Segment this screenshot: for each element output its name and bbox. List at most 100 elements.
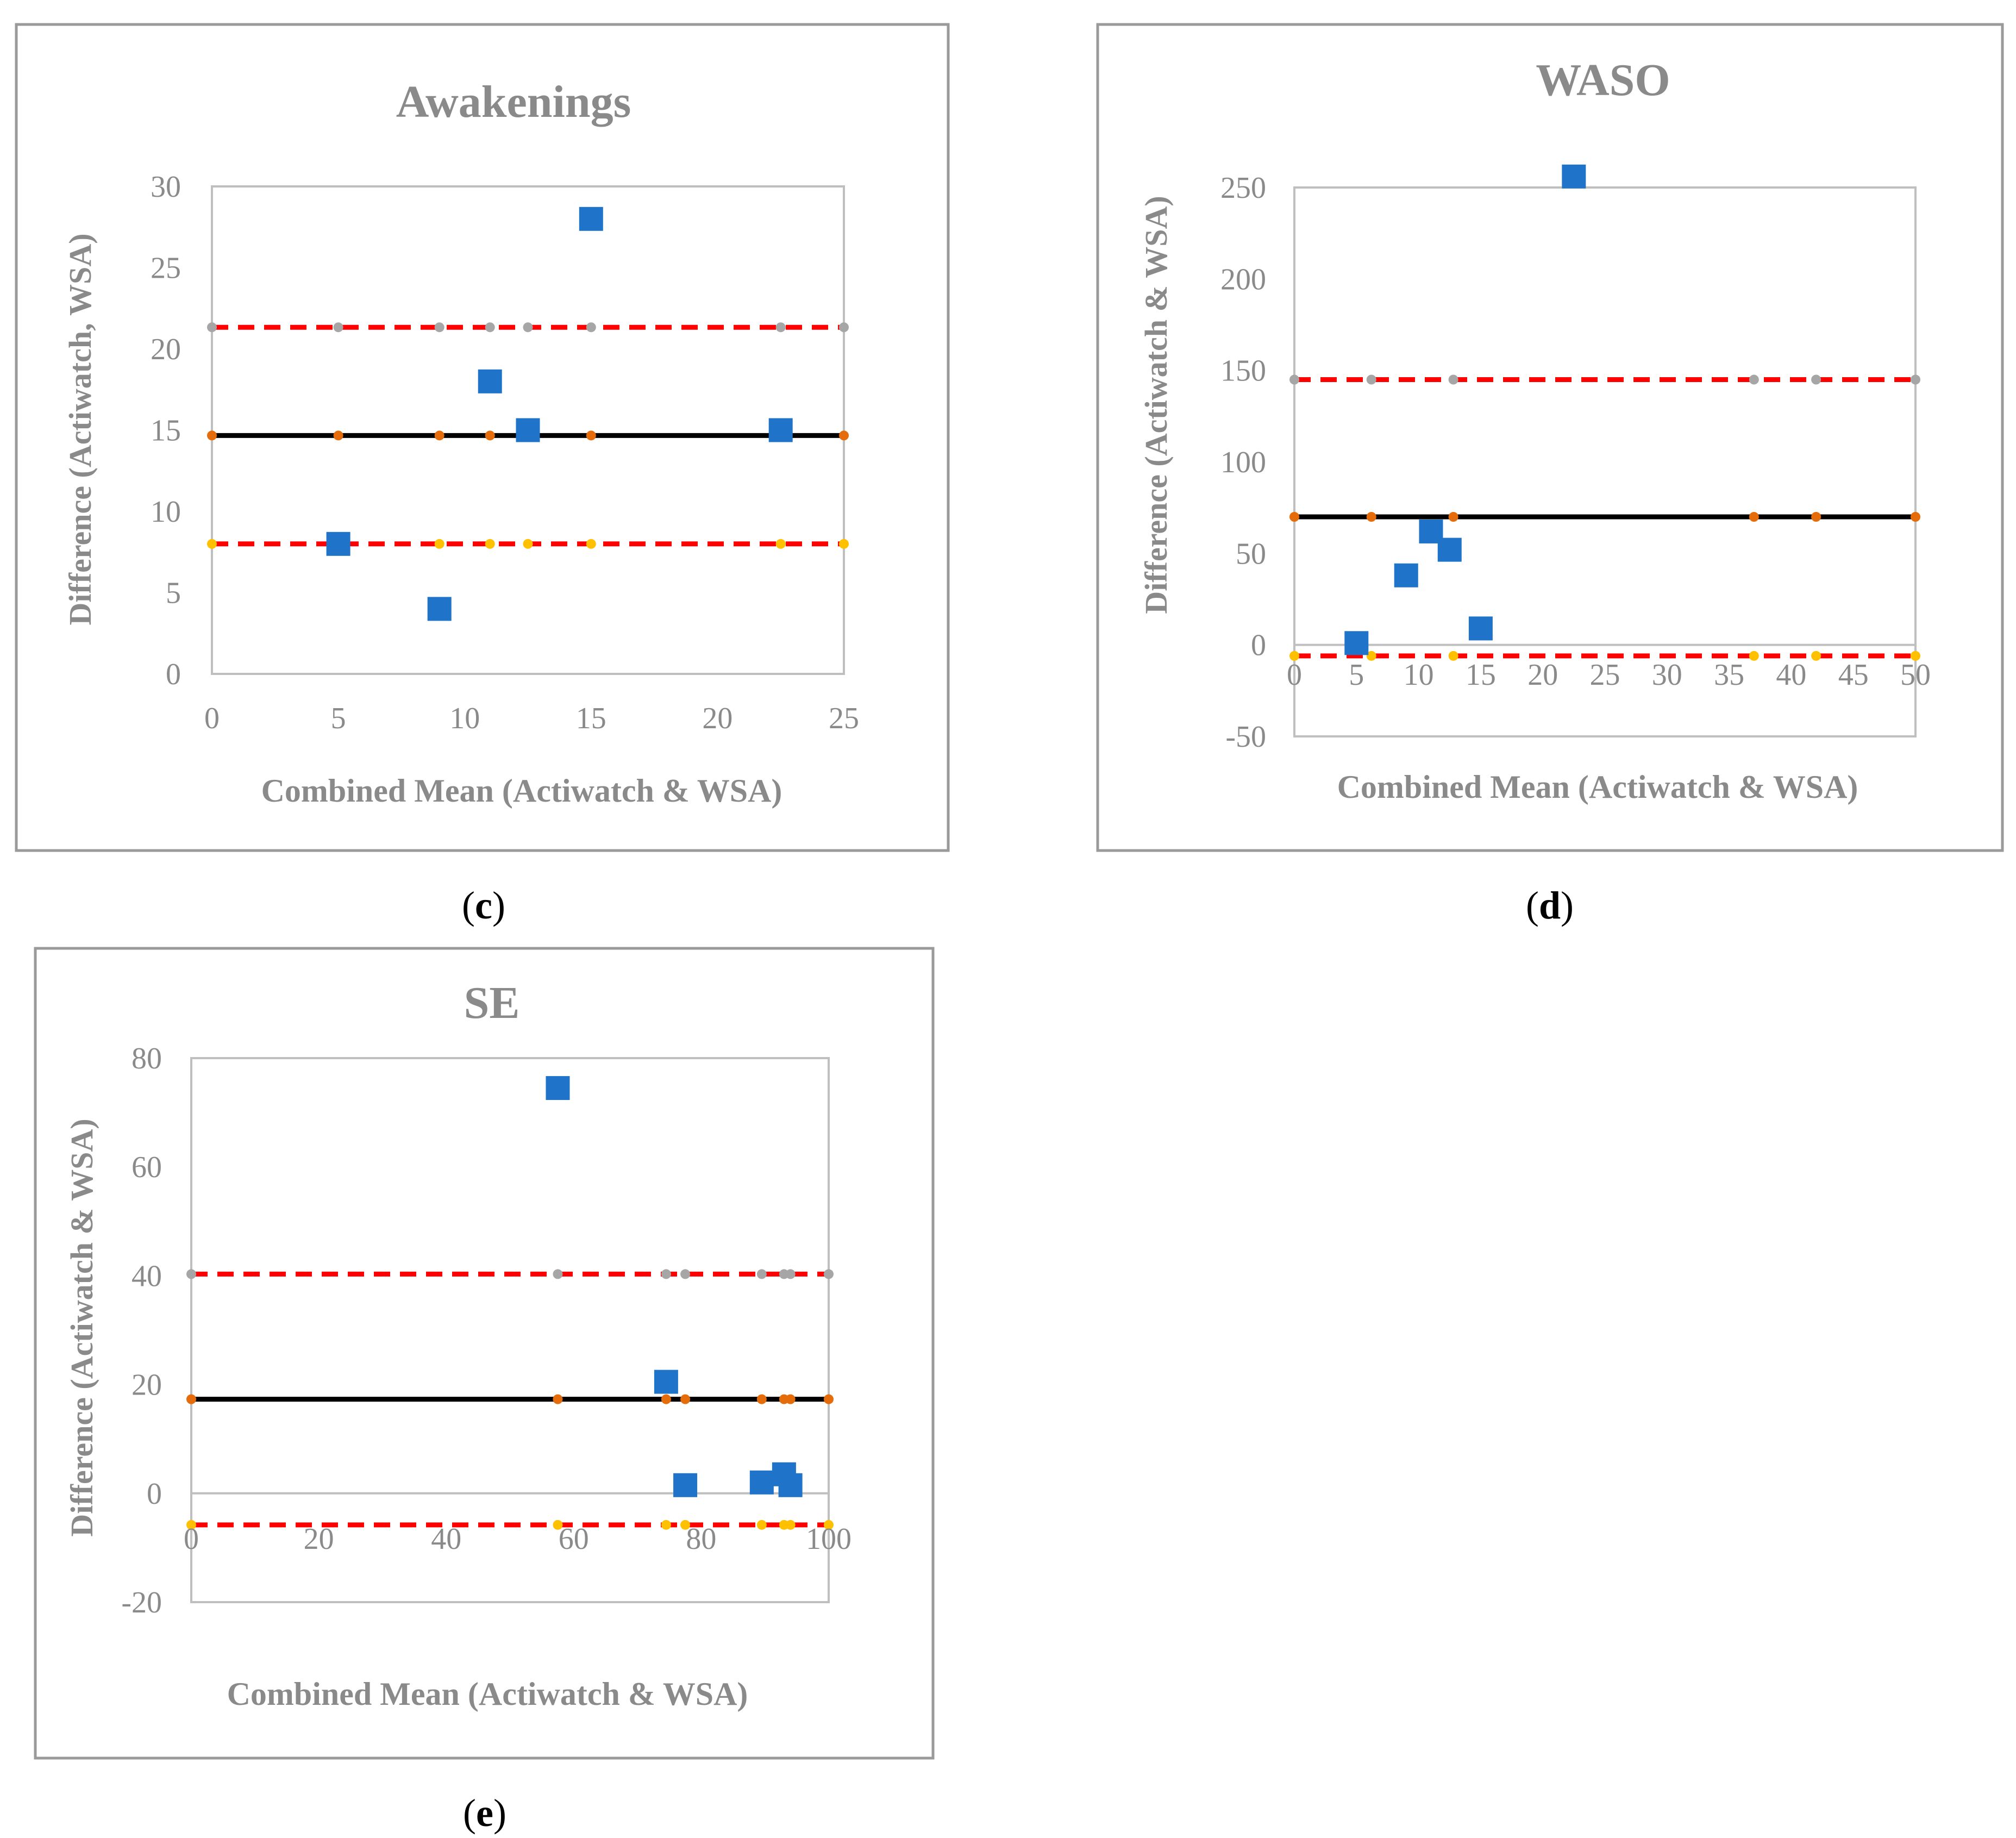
lower-limit-marker <box>1448 651 1458 661</box>
upper-limit-marker <box>586 322 596 333</box>
panel-se: SE -20 0 20 40 60 80 0 20 40 60 80 100 Combined Me… <box>34 947 935 1760</box>
mean-marker <box>1366 512 1376 522</box>
mean-marker <box>680 1394 691 1404</box>
y-axis-label: Difference (Actiwatch, WSA) <box>62 233 98 625</box>
x-tick-label: 45 <box>1838 658 1869 692</box>
lower-limit-marker <box>824 1520 834 1530</box>
y-tick-label: 150 <box>1220 354 1266 388</box>
upper-limit-marker <box>485 322 495 333</box>
mean-marker <box>434 430 444 441</box>
lower-limit-marker <box>553 1520 563 1530</box>
x-tick-label: 50 <box>1900 658 1931 692</box>
y-tick-labels: -20 0 20 40 60 80 <box>121 1042 162 1620</box>
upper-limit-marker <box>1448 374 1458 385</box>
chart-marks <box>207 207 849 621</box>
mean-marker <box>824 1394 834 1404</box>
lower-limit-marker <box>1289 651 1299 661</box>
mean-marker <box>785 1394 796 1404</box>
y-tick-label: 250 <box>1220 171 1266 205</box>
data-point <box>1394 563 1418 587</box>
upper-limit-marker <box>824 1269 834 1279</box>
lower-limit-marker <box>775 539 786 549</box>
x-tick-label: 10 <box>449 702 480 735</box>
chart-title: Awakenings <box>396 77 631 127</box>
x-tick-label: 15 <box>576 702 606 735</box>
x-tick-labels: 0 5 10 15 20 25 30 35 40 45 50 <box>1287 658 1931 692</box>
x-tick-label: 40 <box>431 1522 461 1556</box>
y-tick-label: 5 <box>166 577 181 610</box>
x-tick-label: 5 <box>331 702 346 735</box>
data-point <box>478 369 502 393</box>
panel-awakenings: Awakenings 0 5 10 15 20 25 30 0 5 10 15 20 25 Combi… <box>15 23 950 852</box>
lower-limit-marker <box>186 1520 196 1530</box>
mean-marker <box>1749 512 1759 522</box>
upper-limit-marker <box>756 1269 767 1279</box>
y-tick-label: 100 <box>1220 446 1266 479</box>
panel-caption-e: (e) <box>463 1791 506 1835</box>
lower-limit-marker <box>661 1520 671 1530</box>
mean-marker <box>186 1394 196 1404</box>
data-point <box>673 1473 698 1497</box>
upper-limit-marker <box>207 322 217 333</box>
mean-marker <box>1811 512 1821 522</box>
x-tick-labels: 0 5 10 15 20 25 <box>204 702 859 735</box>
chart-frame <box>1096 23 2004 852</box>
x-tick-label: 20 <box>1527 658 1558 692</box>
y-tick-label: 15 <box>151 414 181 448</box>
mean-marker <box>485 430 495 441</box>
x-tick-label: 20 <box>702 702 732 735</box>
plot-area <box>211 185 845 675</box>
lower-limit-marker <box>485 539 495 549</box>
y-axis-label: Difference (Actiwatch & WSA) <box>64 1118 99 1536</box>
mean-marker <box>333 430 343 441</box>
mean-marker <box>1911 512 1920 522</box>
lower-limit-marker <box>207 539 217 549</box>
upper-limit-marker <box>1366 374 1376 385</box>
y-tick-label: 20 <box>132 1368 162 1402</box>
data-point <box>1344 631 1369 655</box>
upper-limit-marker <box>553 1269 563 1279</box>
upper-limit-marker <box>186 1269 196 1279</box>
caption-letter: d <box>1539 884 1561 927</box>
x-axis-label: Combined Mean (Actiwatch & WSA) <box>1337 769 1858 805</box>
x-tick-label: 0 <box>204 702 220 735</box>
y-tick-label: 20 <box>151 333 181 366</box>
y-tick-labels: 0 5 10 15 20 25 30 <box>151 170 181 691</box>
y-tick-label: 0 <box>147 1477 162 1511</box>
data-point <box>516 418 540 442</box>
x-tick-label: 20 <box>304 1522 334 1556</box>
lower-limit-marker <box>434 539 444 549</box>
data-point <box>579 207 603 231</box>
caption-letter: e <box>476 1791 493 1835</box>
x-tick-label: 0 <box>1287 658 1302 692</box>
y-tick-labels: -50 0 50 100 150 200 250 <box>1220 171 1266 754</box>
data-point <box>654 1370 678 1394</box>
chart-title: SE <box>464 978 520 1028</box>
upper-limit-marker <box>1749 374 1759 385</box>
mean-marker <box>1289 512 1299 522</box>
upper-limit-marker <box>1289 374 1299 385</box>
plot-area <box>190 1057 830 1603</box>
x-tick-label: 60 <box>559 1522 589 1556</box>
mean-marker <box>756 1394 767 1404</box>
mean-marker <box>586 430 596 441</box>
mean-marker <box>553 1394 563 1404</box>
y-tick-label: -50 <box>1225 720 1266 754</box>
y-tick-label: 60 <box>132 1151 162 1184</box>
y-tick-label: 0 <box>1251 629 1266 662</box>
data-point <box>546 1076 570 1101</box>
x-tick-label: 10 <box>1404 658 1434 692</box>
x-tick-label: 35 <box>1714 658 1744 692</box>
y-tick-label: -20 <box>121 1586 162 1620</box>
mean-marker <box>839 430 849 441</box>
x-tick-label: 5 <box>1349 658 1364 692</box>
x-tick-label: 25 <box>1590 658 1620 692</box>
data-point <box>778 1473 803 1497</box>
upper-limit-marker <box>333 322 343 333</box>
chart-title: WASO <box>1536 55 1670 105</box>
lower-limit-marker <box>586 539 596 549</box>
panel-waso: WASO -50 0 50 100 150 200 250 0 5 10 15 20 25 30 35 40… <box>1096 23 2004 852</box>
mean-marker <box>661 1394 671 1404</box>
data-point <box>768 418 793 442</box>
